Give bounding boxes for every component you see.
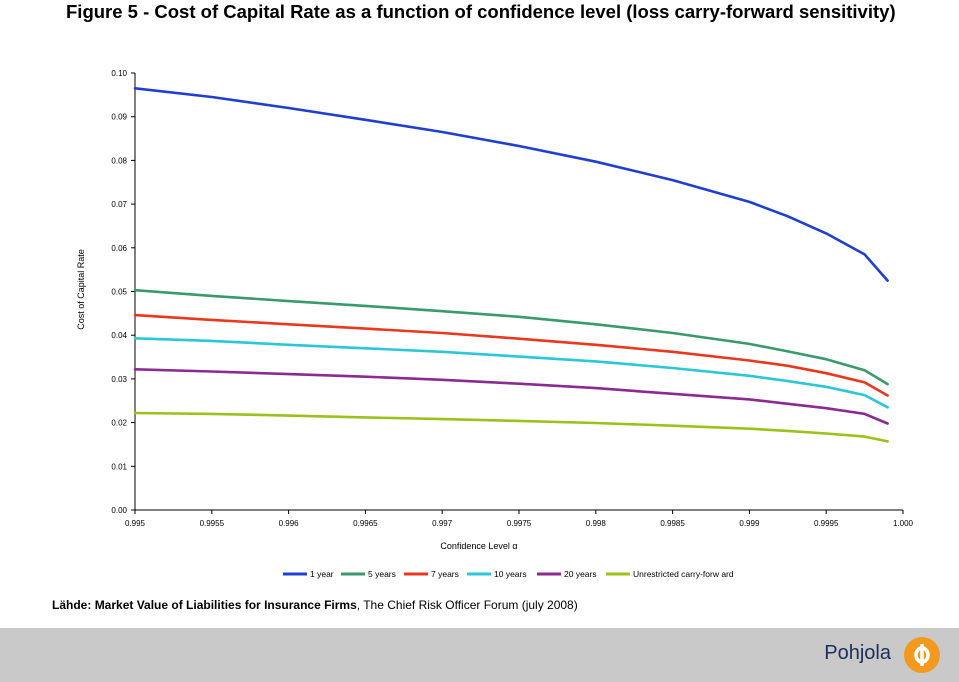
x-tick-label: 0.9995	[814, 519, 839, 528]
legend-label: 7 years	[431, 569, 459, 579]
x-tick-label: 0.998	[586, 519, 607, 528]
series-line-20-years	[133, 367, 889, 425]
series-lines	[133, 87, 889, 443]
x-tick-label: 0.997	[432, 519, 453, 528]
chart-title: Figure 5 - Cost of Capital Rate as a fun…	[66, 1, 896, 22]
x-tick-label: 0.9955	[200, 519, 225, 528]
legend-label: 20 years	[564, 569, 597, 579]
series-line-5-years	[133, 288, 889, 386]
pohjola-logo-icon	[904, 637, 940, 673]
y-tick-label: 0.03	[111, 375, 127, 384]
source-rest: , The Chief Risk Officer Forum (july 200…	[356, 598, 578, 612]
x-tick-label: 1.000	[893, 519, 914, 528]
x-tick-label: 0.996	[279, 519, 300, 528]
source-caption: Lähde: Market Value of Liabilities for I…	[52, 598, 578, 612]
series-line-unrestricted-carry-forw-ard	[133, 411, 889, 443]
x-tick-label: 0.9965	[353, 519, 378, 528]
brand-name: Pohjola	[824, 642, 891, 664]
y-tick-label: 0.00	[111, 506, 127, 515]
line-chart: 0.00 0.01 0.02 0.03 0.04 0.05 0.06 0.07 0.08 0.09…	[76, 69, 914, 579]
y-tick-label: 0.07	[111, 200, 127, 209]
legend-label: 10 years	[494, 569, 527, 579]
footer-bar: Pohjola	[0, 628, 959, 682]
legend-label: 5 years	[368, 569, 396, 579]
series-line-7-years	[133, 313, 889, 397]
y-tick-label: 0.01	[111, 462, 127, 471]
x-tick-label: 0.9975	[507, 519, 532, 528]
x-tick-label: 0.995	[125, 519, 146, 528]
y-tick-label: 0.05	[111, 288, 127, 297]
legend: 1 year 5 years 7 years 10 years 20 years Unre…	[283, 569, 734, 579]
y-tick-label: 0.10	[111, 69, 127, 78]
source-prefix: Lähde:	[52, 598, 92, 612]
legend-label: 1 year	[310, 569, 334, 579]
y-tick-label: 0.04	[111, 331, 127, 340]
y-axis-label: Cost of Capital Rate	[76, 249, 86, 330]
y-tick-label: 0.09	[111, 113, 127, 122]
y-tick-label: 0.02	[111, 419, 127, 428]
axes: 0.00 0.01 0.02 0.03 0.04 0.05 0.06 0.07 0.08 0.09…	[76, 69, 914, 551]
series-line-10-years	[133, 336, 889, 409]
source-title: Market Value of Liabilities for Insuranc…	[94, 598, 357, 612]
y-tick-label: 0.08	[111, 156, 127, 165]
x-tick-label: 0.9985	[660, 519, 685, 528]
y-tick-label: 0.06	[111, 244, 127, 253]
series-line-1-year	[133, 87, 889, 282]
legend-label: Unrestricted carry-forw ard	[633, 569, 734, 579]
x-tick-label: 0.999	[739, 519, 760, 528]
x-axis-label: Confidence Level α	[440, 541, 517, 551]
